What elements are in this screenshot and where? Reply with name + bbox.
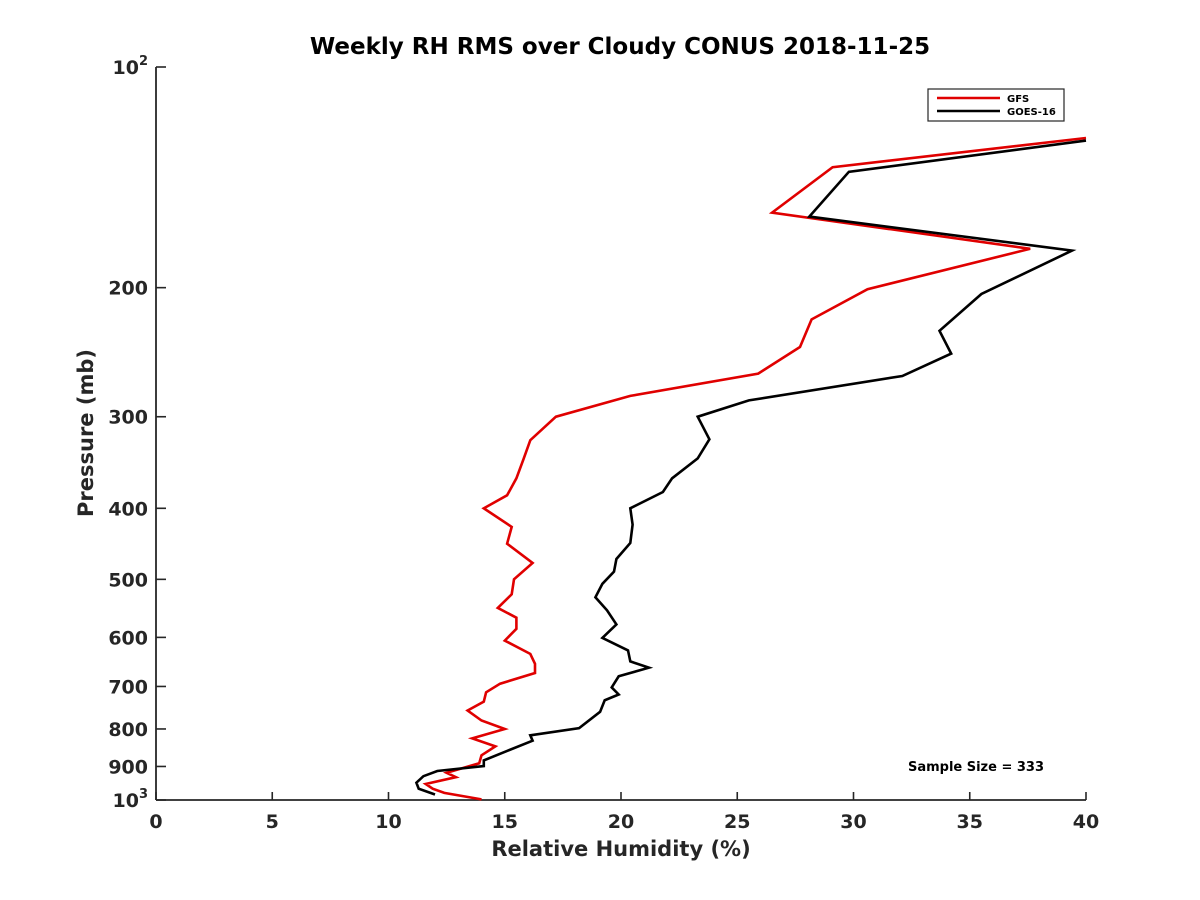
y-tick-label: 800 xyxy=(108,719,148,741)
y-tick-label: 102 xyxy=(113,54,149,79)
legend-label-gfs: GFS xyxy=(1007,94,1029,105)
chart-title: Weekly RH RMS over Cloudy CONUS 2018-11-… xyxy=(310,34,930,60)
x-tick-label: 35 xyxy=(957,811,983,833)
x-tick-label: 25 xyxy=(724,811,750,833)
series-line-gfs xyxy=(422,136,1087,801)
legend-box xyxy=(927,88,1065,122)
series-layer xyxy=(414,136,1087,801)
sample-size-annotation: Sample Size = 333 xyxy=(908,760,1044,775)
x-axis-label: Relative Humidity (%) xyxy=(491,837,750,861)
legend-items: GFS GOES-16 xyxy=(937,94,1056,118)
y-tick-label: 400 xyxy=(108,498,148,520)
x-tick-label: 0 xyxy=(149,811,162,833)
legend: GFS GOES-16 xyxy=(927,88,1065,122)
x-tick-label: 40 xyxy=(1073,811,1099,833)
x-tick-label: 15 xyxy=(492,811,518,833)
y-tick-label: 700 xyxy=(108,676,148,698)
y-tick-label: 500 xyxy=(108,569,148,591)
y-tick-label: 200 xyxy=(108,278,148,300)
y-tick-label: 103 xyxy=(113,787,149,812)
x-ticks: 0 5 10 15 20 25 30 35 40 xyxy=(149,792,1099,833)
y-tick-label: 600 xyxy=(108,627,148,649)
y-tick-label: 300 xyxy=(108,407,148,429)
plot-area: 0 5 10 15 20 25 30 35 40 102 200 300 400 500 600 700 80… xyxy=(108,54,1099,833)
x-tick-label: 10 xyxy=(375,811,401,833)
y-ticks: 102 200 300 400 500 600 700 800 900 103 xyxy=(108,54,166,812)
y-axis-label: Pressure (mb) xyxy=(74,349,98,517)
x-tick-label: 20 xyxy=(608,811,634,833)
y-tick-label: 900 xyxy=(108,756,148,778)
legend-label-goes-16: GOES-16 xyxy=(1007,107,1056,118)
x-tick-label: 5 xyxy=(266,811,279,833)
x-tick-label: 30 xyxy=(840,811,866,833)
series-line-goes-16 xyxy=(414,139,1087,796)
